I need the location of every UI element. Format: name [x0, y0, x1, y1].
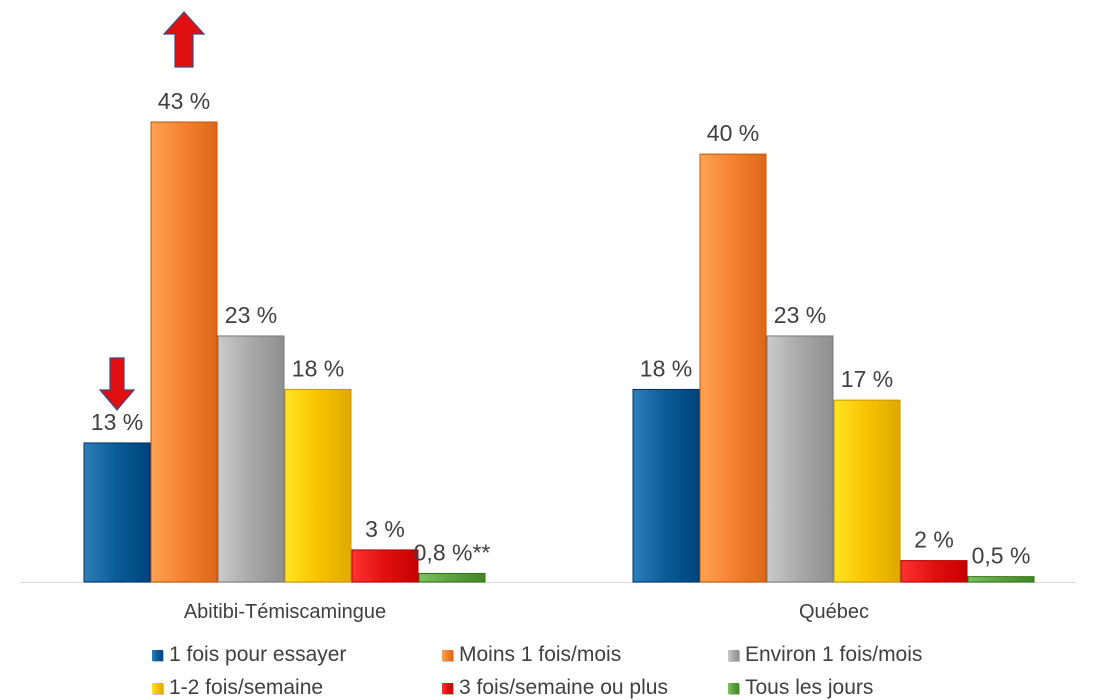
bar-quebec-2 — [699, 153, 767, 583]
legend-swatch — [728, 649, 739, 661]
data-label: 3 % — [365, 516, 405, 542]
bar-quebec-3 — [766, 335, 834, 583]
category-label: Québec — [799, 601, 869, 623]
legend-label: 3 fois/semaine ou plus — [459, 676, 668, 699]
bar-quebec-6 — [967, 576, 1035, 583]
data-label: 18 % — [292, 355, 344, 381]
data-label: 13 % — [91, 409, 143, 435]
legend-label: Moins 1 fois/mois — [459, 643, 622, 666]
bar-quebec-4 — [833, 399, 901, 583]
bar-chart: 13 % 43 % 23 % 18 % 3 % 0,8 %** Abitibi-Témisc… — [20, 11, 1076, 623]
legend-label: Environ 1 fois/mois — [745, 643, 923, 666]
legend-swatch — [442, 682, 453, 694]
legend-swatch — [152, 649, 163, 661]
data-label: 18 % — [640, 355, 692, 381]
legend-item: Moins 1 fois/mois — [442, 643, 621, 667]
legend-item: 1-2 fois/semaine — [152, 676, 323, 700]
data-label: 40 % — [707, 120, 759, 146]
data-label: 0,8 %** — [414, 539, 491, 565]
legend-label: Tous les jours — [745, 676, 874, 699]
data-label: 43 % — [158, 88, 210, 114]
data-label: 23 % — [774, 302, 826, 328]
data-label: 2 % — [914, 527, 954, 553]
bar-abitibi-3 — [217, 335, 285, 583]
data-label: 0,5 % — [972, 543, 1031, 569]
legend-swatch — [728, 682, 739, 694]
category-label: Abitibi-Témiscamingue — [184, 601, 386, 623]
legend-item: 1 fois pour essayer — [152, 643, 346, 667]
bar-abitibi-1 — [83, 442, 151, 583]
bar-quebec-1 — [632, 388, 700, 583]
bar-abitibi-6 — [418, 572, 486, 583]
legend-label: 1-2 fois/semaine — [169, 676, 324, 699]
arrow-down-icon — [98, 357, 136, 411]
bar-abitibi-5 — [351, 549, 419, 583]
legend-item: Environ 1 fois/mois — [728, 643, 922, 667]
legend-item: 3 fois/semaine ou plus — [442, 676, 668, 700]
data-label: 17 % — [841, 366, 893, 392]
bar-abitibi-4 — [284, 388, 352, 583]
legend-swatch — [442, 649, 453, 661]
arrow-up-icon — [162, 11, 206, 68]
legend-swatch — [152, 682, 163, 694]
legend-item: Tous les jours — [728, 676, 873, 700]
data-label: 23 % — [225, 302, 277, 328]
bar-quebec-5 — [900, 560, 968, 583]
bar-abitibi-2 — [150, 121, 218, 583]
legend-label: 1 fois pour essayer — [169, 643, 347, 666]
